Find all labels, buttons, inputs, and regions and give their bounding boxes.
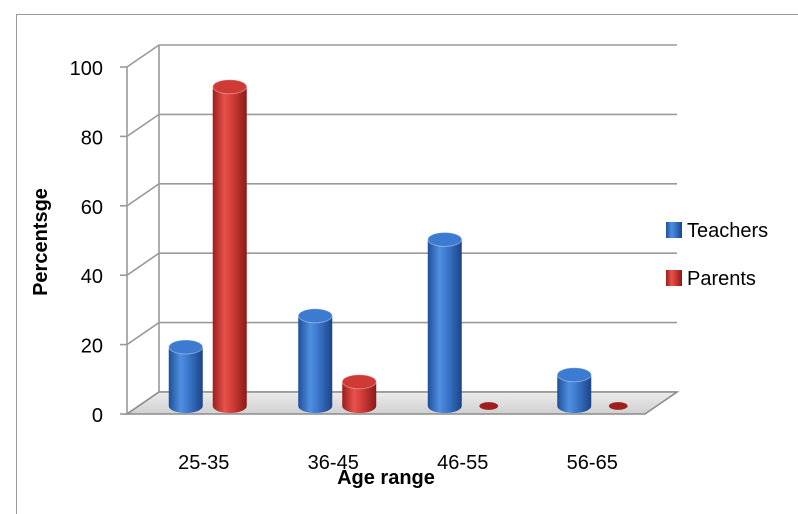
chart: 0 20 40 60 80 100 25-35 36-45 46-55 56-65 Age rang… [16, 14, 798, 514]
y-tick-label: 40 [81, 266, 103, 288]
bar-chart-svg: 0 20 40 60 80 100 25-35 36-45 46-55 56-65 Age rang… [30, 44, 768, 489]
x-tick-label: 56-65 [567, 452, 618, 474]
bar-parents-36-45 [341, 374, 377, 414]
legend-item-parents: Parents [666, 268, 756, 290]
bar-parents-56-65 [608, 402, 628, 410]
y-axis-title: Percentsge [30, 188, 52, 296]
x-tick-label: 25-35 [178, 452, 229, 474]
y-tick-label: 0 [92, 405, 103, 427]
bar-parents-25-35 [212, 79, 248, 414]
chart-floor [124, 391, 680, 415]
y-tick-label: 80 [81, 127, 103, 149]
y-tick-label: 100 [70, 58, 103, 80]
bar-teachers-56-65 [556, 367, 592, 414]
gridline [126, 321, 677, 346]
bar-teachers-46-55 [427, 231, 463, 414]
bar-parents-46-55 [479, 402, 499, 410]
legend-swatch [666, 222, 682, 238]
bar-teachers-36-45 [297, 308, 333, 414]
gridline [126, 44, 677, 68]
y-tick-label: 20 [81, 336, 103, 358]
y-tick-label: 60 [81, 197, 103, 219]
legend-label: Teachers [687, 220, 768, 242]
legend-swatch [666, 270, 682, 286]
gridline [126, 183, 677, 207]
x-tick-label: 36-45 [308, 452, 359, 474]
x-tick-label: 46-55 [437, 452, 488, 474]
legend-item-teachers: Teachers [666, 220, 768, 242]
gridline [126, 113, 677, 138]
bar-teachers-25-35 [168, 339, 204, 414]
legend-label: Parents [687, 268, 756, 290]
gridline [126, 252, 677, 276]
x-axis-title: Age range [337, 467, 435, 489]
